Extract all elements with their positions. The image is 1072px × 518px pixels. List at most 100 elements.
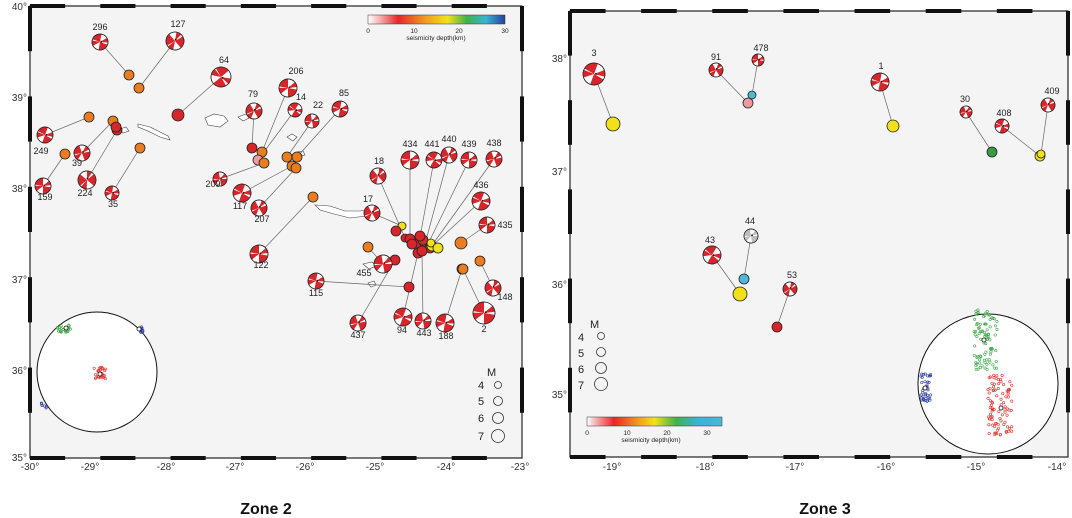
focal-mechanism bbox=[582, 62, 606, 86]
seismicity-circle bbox=[390, 225, 402, 237]
connector-line bbox=[111, 147, 141, 194]
stereonet-point bbox=[999, 378, 1003, 382]
event-label: 14 bbox=[296, 92, 306, 102]
stereonet-point bbox=[139, 330, 143, 334]
stereonet-point bbox=[985, 367, 989, 371]
stereonet-point bbox=[1004, 395, 1008, 399]
seismicity-circle bbox=[454, 236, 468, 250]
focal-mechanism bbox=[304, 113, 320, 129]
focal-mechanism bbox=[363, 204, 381, 222]
stereonet-point bbox=[995, 374, 999, 378]
latitude-tick: 36° bbox=[552, 280, 567, 291]
focal-mechanism bbox=[36, 126, 54, 144]
latitude-tick: 40° bbox=[12, 2, 27, 13]
stereonet-point bbox=[973, 344, 977, 348]
focal-mechanism bbox=[249, 244, 269, 264]
stereonet-point bbox=[928, 374, 932, 378]
connector-line bbox=[418, 159, 435, 244]
focal-mechanism bbox=[460, 151, 478, 169]
event-label: 18 bbox=[374, 156, 384, 166]
seismicity-circle bbox=[426, 238, 436, 248]
seismicity-circle bbox=[414, 230, 426, 242]
event-label: 435 bbox=[497, 220, 512, 230]
stereonet-point bbox=[975, 362, 979, 366]
connector-line bbox=[86, 129, 118, 181]
stereonet-point bbox=[986, 336, 990, 340]
event-label: 478 bbox=[753, 43, 768, 53]
connector-line bbox=[258, 196, 314, 255]
stereonet-point bbox=[926, 374, 930, 378]
event-label: 79 bbox=[248, 89, 258, 99]
stereonet-point bbox=[988, 338, 992, 342]
zone3-stereonet bbox=[917, 308, 1059, 455]
event-label: 439 bbox=[461, 139, 476, 149]
stereonet-point bbox=[920, 372, 924, 376]
zone3-event-labels: 3 91 478 1 30 408 409 43 44 53 bbox=[591, 43, 1059, 280]
stereonet-point bbox=[926, 388, 930, 392]
seismicity-circle bbox=[457, 263, 469, 275]
stereonet-point bbox=[66, 330, 70, 334]
stereonet-point bbox=[987, 313, 991, 317]
event-label: 188 bbox=[438, 331, 453, 341]
stereonet-point bbox=[921, 391, 925, 395]
stereonet-point bbox=[983, 366, 987, 370]
stereonet-point bbox=[991, 389, 995, 393]
colorbar-gradient bbox=[586, 416, 723, 427]
stereonet-point bbox=[998, 416, 1002, 420]
stereonet-point bbox=[982, 315, 986, 319]
colorbar-label: seismicity depth(km) bbox=[406, 35, 465, 42]
longitude-tick: -19° bbox=[603, 462, 621, 473]
seismicity-circle bbox=[416, 245, 428, 257]
stereonet-point bbox=[103, 377, 107, 381]
focal-mechanism bbox=[73, 144, 91, 162]
seismicity-circle bbox=[59, 148, 71, 160]
stereonet-point bbox=[927, 380, 931, 384]
stereonet-point bbox=[994, 360, 998, 364]
event-label: 437 bbox=[350, 330, 365, 340]
stereonet-point bbox=[924, 393, 928, 397]
seismicity-circle bbox=[110, 121, 122, 133]
focal-mechanism bbox=[708, 62, 724, 78]
seismicity-circle bbox=[1036, 149, 1046, 159]
focal-mechanism bbox=[702, 245, 722, 265]
stereonet-point bbox=[1010, 425, 1014, 429]
magnitude-legend-circle bbox=[594, 377, 608, 391]
magnitude-legend-value: 7 bbox=[478, 431, 484, 443]
seismicity-circle bbox=[123, 69, 135, 81]
event-label: 127 bbox=[170, 19, 185, 29]
connector-line bbox=[429, 158, 495, 249]
event-label: 85 bbox=[339, 88, 349, 98]
stereonet-point bbox=[1010, 383, 1014, 387]
stereonet-point bbox=[991, 385, 995, 389]
connector-line bbox=[424, 154, 450, 245]
connector-line bbox=[965, 111, 993, 153]
stereonet-point bbox=[999, 419, 1003, 423]
stereonet-point bbox=[978, 358, 982, 362]
stereonet-point bbox=[973, 333, 977, 337]
stereonet-point bbox=[972, 353, 976, 357]
stereonet-point bbox=[922, 372, 926, 376]
seismicity-circle bbox=[281, 151, 293, 163]
seismicity-circle bbox=[403, 281, 415, 293]
focal-mechanism bbox=[210, 66, 232, 88]
stereonet-point bbox=[989, 350, 993, 354]
island-shape bbox=[286, 133, 298, 142]
longitude-tick: -28° bbox=[157, 462, 175, 473]
connector-line bbox=[241, 165, 293, 194]
stereonet-point bbox=[923, 380, 927, 384]
focal-mechanism bbox=[212, 171, 228, 187]
seismicity-circle bbox=[362, 241, 374, 253]
event-label: 409 bbox=[1044, 86, 1059, 96]
stereonet-point bbox=[925, 399, 929, 403]
stereonet-point bbox=[980, 329, 984, 333]
seismicity-circle bbox=[134, 142, 146, 154]
zone3-frame-ticks bbox=[568, 9, 1070, 459]
stereonet-point bbox=[993, 422, 997, 426]
stereonet-point bbox=[1000, 413, 1004, 417]
stereonet-point bbox=[975, 335, 979, 339]
connector-line bbox=[296, 108, 341, 158]
event-label: 2 bbox=[481, 324, 486, 334]
focal-mechanism bbox=[484, 279, 502, 297]
connector-line bbox=[258, 167, 297, 209]
